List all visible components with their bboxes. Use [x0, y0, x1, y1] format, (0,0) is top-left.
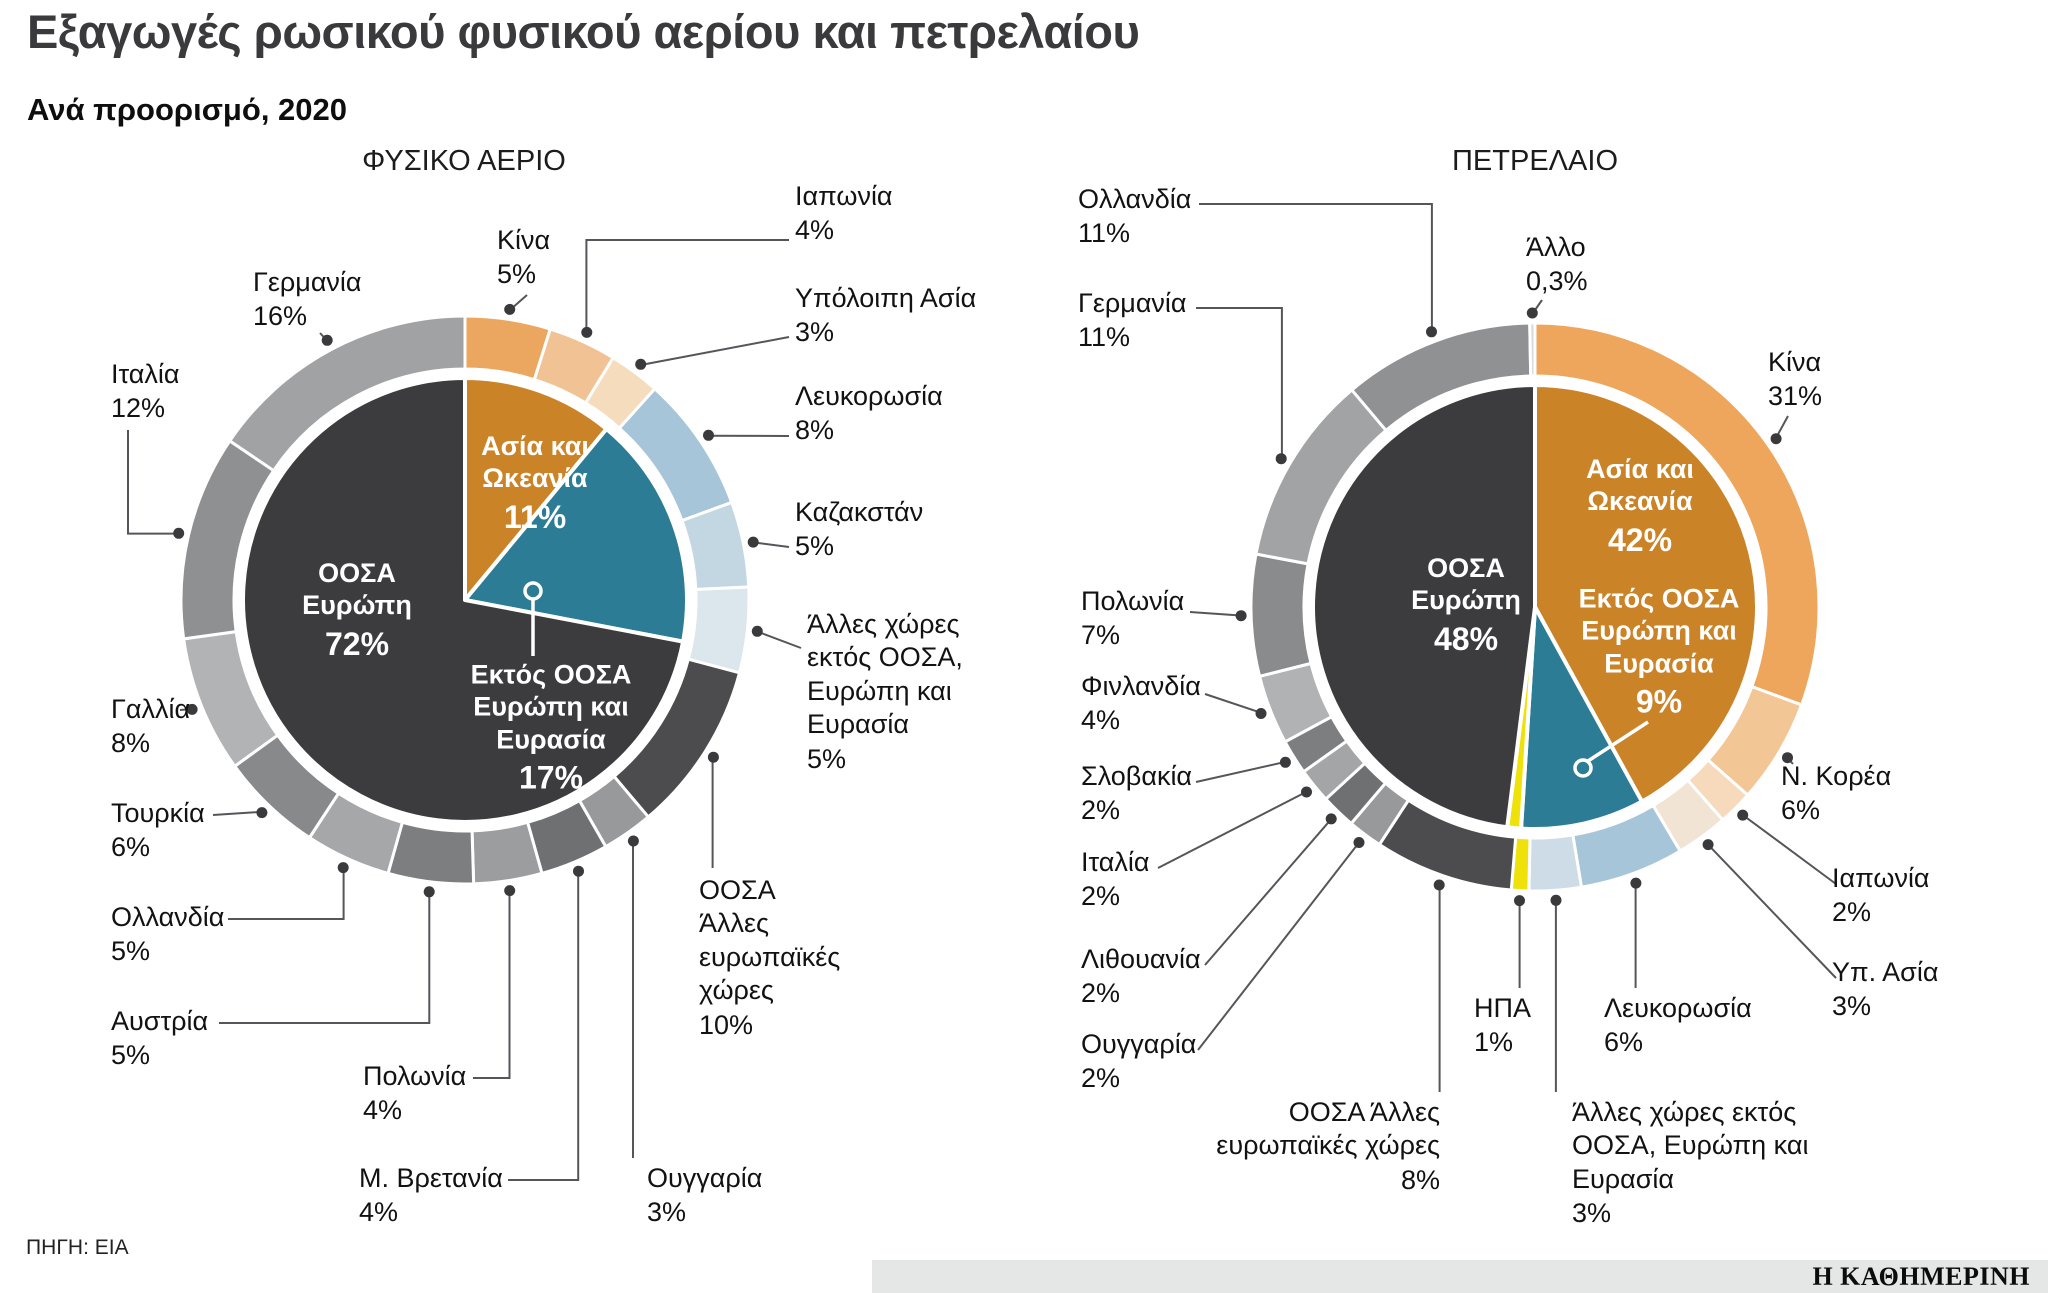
callout-dot — [581, 326, 593, 338]
leader-line — [1741, 813, 1837, 885]
page-subtitle: Ανά προορισμό, 2020 — [27, 92, 348, 127]
callout-dot — [1353, 837, 1365, 848]
callout-dot — [1550, 894, 1562, 906]
brand-logo: Η ΚΑΘΗΜΕΡΙΝΗ — [1812, 1261, 2030, 1291]
callout-dot — [504, 885, 516, 897]
ring-segment — [680, 500, 751, 591]
leader-line — [1199, 203, 1433, 333]
callout-dot — [173, 527, 185, 539]
pie-slice — [1533, 383, 1759, 804]
leader-line — [1195, 760, 1287, 783]
callout-dot — [504, 303, 516, 315]
leader-line — [127, 430, 180, 535]
connector-line — [1587, 720, 1649, 763]
ring-segment — [686, 585, 751, 675]
callout-dot — [1770, 433, 1782, 445]
callout-dot — [1737, 809, 1749, 821]
callout-dot — [337, 862, 349, 874]
callout-dot — [703, 429, 714, 441]
callout-dot — [707, 751, 719, 763]
brand-band: Η ΚΑΘΗΜΕΡΙΝΗ — [872, 1260, 2048, 1293]
callout-dot — [751, 625, 763, 637]
leader-line — [1204, 693, 1263, 715]
callout-dot — [186, 703, 198, 715]
ring-segment — [1527, 833, 1583, 893]
callout-dot — [1630, 877, 1642, 889]
callout-dot — [423, 886, 435, 898]
callout-dot — [627, 835, 639, 847]
callout-dot — [1514, 895, 1525, 907]
callout-dot — [635, 358, 647, 370]
chart-title-oil: ΠΕΤΡΕΛΑΙΟ — [1451, 145, 1619, 177]
pie-slice — [1519, 605, 1644, 831]
leader-line — [508, 870, 580, 1181]
callout-dot — [1702, 839, 1714, 851]
callout-dot — [573, 865, 584, 877]
page-title: Εξαγωγές ρωσικού φυσικού αερίου και πετρ… — [27, 5, 1140, 58]
leader-line — [585, 239, 789, 334]
callout-dot — [1301, 786, 1312, 798]
callout-dot — [1325, 813, 1337, 825]
leader-line — [473, 889, 511, 1079]
leader-line — [219, 890, 431, 1024]
leader-line — [1157, 790, 1308, 869]
ring-segment — [1528, 321, 1537, 378]
leader-line — [1196, 307, 1283, 460]
leader-line — [1189, 611, 1243, 617]
leader-line — [1204, 817, 1333, 966]
connector-ring — [1573, 758, 1593, 778]
chart-title-gas: ΦΥΣΙΚΟ ΑΕΡΙΟ — [362, 145, 566, 177]
source-note: ΠΗΓΗ: ΕΙΑ — [26, 1236, 129, 1259]
leader-line — [1706, 843, 1837, 979]
connector-ring — [523, 581, 543, 601]
ring-segment — [1249, 552, 1313, 678]
callout-dot — [321, 334, 333, 346]
callout-dot — [1426, 326, 1437, 338]
callout-dot — [1255, 708, 1267, 719]
leader-line — [755, 630, 802, 649]
pie-slice — [463, 376, 609, 602]
leader-line — [212, 810, 263, 816]
callout-dot — [747, 536, 759, 548]
ring-segment — [470, 820, 544, 886]
callout-dot — [1782, 752, 1793, 764]
pie-slice — [463, 426, 689, 644]
callout-dot — [1279, 756, 1291, 768]
pie-slice — [241, 376, 686, 824]
leader-line — [1197, 841, 1361, 1051]
leader-line — [228, 866, 345, 920]
callout-dot — [1433, 879, 1445, 891]
callout-dot — [1526, 307, 1538, 319]
callout-dot — [1275, 453, 1287, 465]
leader-line — [639, 336, 790, 367]
pie-slice — [1311, 383, 1537, 830]
ring-segment — [228, 314, 467, 473]
callout-dot — [256, 807, 268, 819]
callout-dot — [1235, 610, 1247, 622]
